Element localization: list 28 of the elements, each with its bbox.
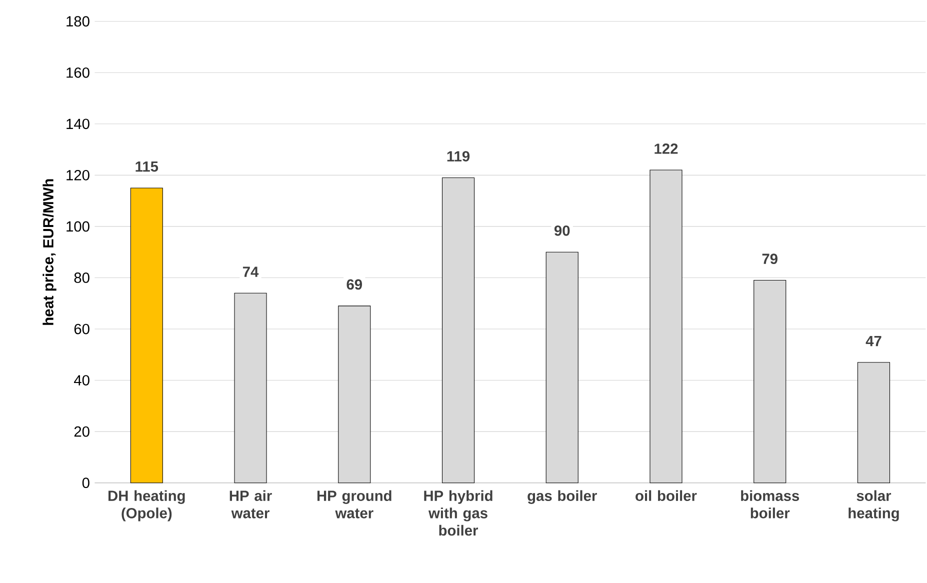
y-tick-label: 40 bbox=[74, 375, 90, 386]
y-tick-label: 80 bbox=[74, 272, 90, 283]
x-tick-label: HP ground water bbox=[317, 490, 392, 518]
x-tick-label: HP hybrid with gas boiler bbox=[424, 490, 492, 536]
y-tick-label: 60 bbox=[74, 324, 90, 334]
y-axis-title: heat price, EUR/MWh bbox=[42, 179, 56, 325]
data-label: 115 bbox=[136, 162, 158, 172]
y-tick-label: 0 bbox=[82, 478, 90, 488]
x-tick-label: DH heating (Opole) bbox=[108, 490, 185, 522]
data-label: 47 bbox=[866, 336, 882, 346]
y-tick-label: 100 bbox=[66, 221, 90, 232]
data-label: 79 bbox=[762, 254, 778, 264]
data-label: 69 bbox=[346, 279, 362, 290]
x-tick-label: oil boiler bbox=[636, 490, 697, 502]
y-tick-label: 160 bbox=[66, 68, 90, 78]
data-label: 90 bbox=[554, 226, 570, 236]
x-tick-label: HP air water bbox=[230, 490, 272, 518]
y-tick-label: 20 bbox=[74, 426, 90, 437]
x-tick-label: biomass boiler bbox=[741, 490, 800, 518]
data-label: 74 bbox=[242, 266, 259, 277]
bar bbox=[130, 188, 163, 484]
y-tick-label: 180 bbox=[66, 16, 90, 27]
data-label: 119 bbox=[447, 151, 470, 162]
data-label: 122 bbox=[654, 144, 678, 154]
x-tick-label: solar heating bbox=[848, 490, 899, 522]
y-tick-label: 120 bbox=[66, 170, 90, 180]
y-tick-label: 140 bbox=[66, 118, 90, 130]
x-tick-label: gas boiler bbox=[528, 490, 597, 504]
